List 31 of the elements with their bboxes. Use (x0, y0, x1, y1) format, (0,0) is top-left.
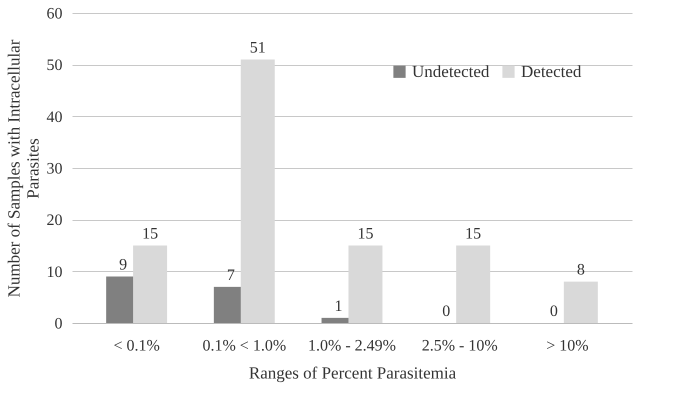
x-tick-label: 0.1% < 1.0% (202, 338, 286, 354)
y-tick-label: 40 (46, 108, 62, 126)
data-label: 7 (226, 266, 235, 284)
data-label: 8 (576, 262, 585, 279)
data-label: 0 (442, 303, 450, 320)
bar (456, 246, 490, 323)
y-tick-label: 10 (46, 264, 62, 281)
x-tick-label: 2.5% - 10% (422, 338, 498, 354)
y-tick-label: 20 (46, 212, 62, 230)
data-label: 0 (550, 303, 558, 320)
y-tick-label: 60 (46, 6, 62, 22)
x-tick-label: < 0.1% (113, 338, 160, 354)
data-label: 1 (334, 298, 343, 315)
legend-label: Undetected (412, 62, 490, 81)
data-label: 15 (465, 226, 482, 242)
y-tick-label: 50 (46, 57, 62, 74)
bar (348, 246, 382, 323)
data-label: 51 (250, 40, 266, 56)
y-tick-label: 0 (54, 316, 62, 332)
data-label: 15 (142, 226, 158, 242)
y-tick-label: 30 (46, 160, 62, 178)
x-tick-label: 1.0% - 2.49% (308, 338, 396, 354)
y-axis-title: Number of Samples with Intracellular Parasites (4, 39, 42, 298)
data-label: 9 (119, 256, 128, 274)
x-axis-title: Ranges of Percent Parasitemia (248, 364, 457, 382)
data-label: 15 (357, 226, 374, 242)
bar (240, 60, 275, 323)
x-tick-label: > 10% (546, 338, 589, 354)
bar (564, 282, 598, 323)
legend-label: Detected (521, 62, 582, 81)
bar (133, 246, 168, 323)
